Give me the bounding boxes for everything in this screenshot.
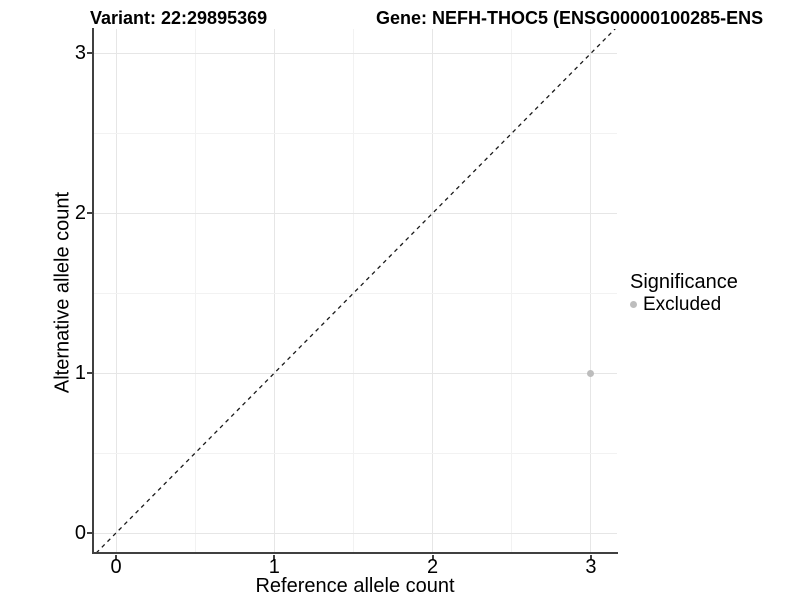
x-axis-title: Reference allele count [255,575,455,597]
y-axis-tick [87,52,92,55]
y-axis-tick [87,212,92,215]
gridline-major-horizontal [93,212,617,214]
gridline-major-horizontal [93,372,617,374]
gridline-major-vertical [590,29,592,553]
gridline-major-vertical [115,29,117,553]
x-axis-line [92,552,618,554]
plot-title-variant: Variant: 22:29895369 [90,8,268,28]
data-point [587,369,595,377]
legend: Significance Excluded [630,271,738,315]
gridline-major-horizontal [93,532,617,534]
identity-dashed-line [95,29,616,553]
y-tick-label: 0 [74,522,86,544]
y-tick-label: 2 [74,202,86,225]
gridline-minor-horizontal [93,292,617,294]
legend-entry-excluded: Excluded [630,294,738,315]
y-axis-line [92,28,94,554]
x-tick-label: 3 [585,556,597,578]
gridline-major-horizontal [93,52,617,54]
x-axis-tick [589,555,592,560]
x-axis-tick [431,555,434,560]
legend-key-dot-icon [630,301,637,308]
gridline-minor-vertical [352,29,354,553]
gridline-minor-vertical [194,29,196,553]
y-axis-tick [87,372,92,375]
x-tick-label: 2 [427,556,439,578]
x-axis-tick [115,555,117,560]
x-tick-label: 1 [268,556,280,578]
y-tick-label: 3 [74,42,86,65]
gridline-minor-horizontal [93,132,617,134]
gridline-minor-vertical [511,29,513,553]
x-tick-label: 0 [110,556,122,578]
gridline-major-vertical [273,29,275,553]
gridline-minor-horizontal [93,452,617,454]
gridline-major-vertical [432,29,434,553]
y-tick-label: 1 [74,362,86,385]
y-axis-tick [87,532,92,534]
legend-title: Significance [630,271,738,293]
y-axis-title: Alternative allele count [51,191,74,394]
legend-entry-label: Excluded [643,294,722,315]
x-axis-tick [273,555,276,560]
plot-title-gene: Gene: NEFH-THOC5 (ENSG00000100285-ENS [376,8,764,28]
